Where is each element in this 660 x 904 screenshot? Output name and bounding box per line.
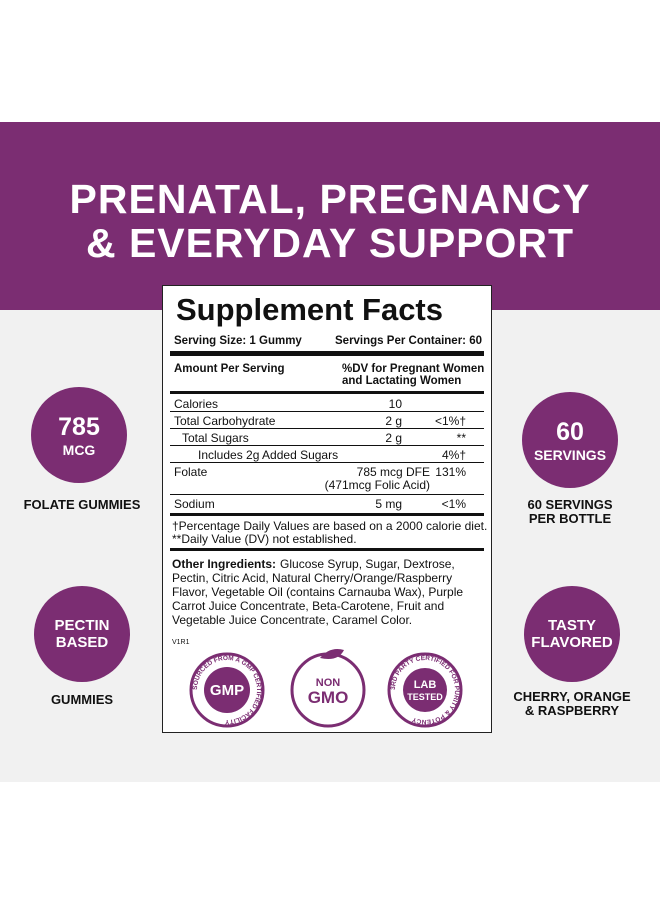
badge-text: 785: [58, 412, 100, 441]
seals: SOURCED FROM A GMP CERTIFIED FACILITY GM…: [189, 649, 463, 728]
seal-text: GMO: [308, 688, 349, 707]
nutrient-name: Calories: [174, 397, 219, 411]
feature-caption: CHERRY, ORANGE & RASPBERRY: [492, 690, 652, 718]
header-band: [0, 122, 660, 310]
nutrient-dv: 4%†: [441, 448, 466, 462]
rule: [170, 351, 484, 356]
nutrient-dv: 131%: [435, 465, 466, 479]
rule: [170, 445, 484, 446]
nutrient-name: Total Sugars: [182, 431, 249, 445]
caption-line: CHERRY, ORANGE: [513, 689, 631, 704]
rule: [170, 548, 484, 551]
rule: [170, 391, 484, 394]
version-code: V1R1: [172, 639, 190, 646]
serving-size: Serving Size: 1 Gummy: [174, 335, 302, 347]
other-ingredients-text: Glucose Syrup, Sugar, Dextrose, Pectin, …: [172, 557, 464, 627]
rule: [170, 428, 484, 429]
nutrient-amount: (471mcg Folic Acid): [324, 478, 430, 492]
dv-header: %DV for Pregnant Women: [342, 363, 485, 375]
headline: PRENATAL, PREGNANCY: [69, 176, 591, 222]
dv-header: and Lactating Women: [342, 375, 462, 387]
rule: [170, 462, 484, 463]
badge-text: FLAVORED: [531, 634, 613, 651]
nutrient-amount: 10: [388, 397, 402, 411]
feature-caption: GUMMIES: [50, 692, 114, 707]
rule: [170, 411, 484, 412]
seal-center: [403, 668, 447, 712]
feature-badge: TASTY FLAVORED: [524, 586, 620, 682]
nutrient-amount: 5 mg: [375, 497, 402, 511]
seal-text: TESTED: [407, 692, 443, 702]
nutrient-amount: 2 g: [385, 431, 402, 445]
feature-badge: 785 MCG: [31, 387, 127, 483]
nutrient-amount: 2 g: [385, 414, 402, 428]
caption-line: PER BOTTLE: [528, 511, 612, 526]
caption-line: & RASPBERRY: [524, 703, 620, 718]
rule: [170, 494, 484, 495]
feature-badge: PECTIN BASED: [34, 586, 130, 682]
nutrient-dv: <1%†: [434, 414, 466, 428]
caption-line: 60 SERVINGS: [527, 497, 613, 512]
amount-header: Amount Per Serving: [174, 363, 285, 375]
rule: [170, 513, 484, 516]
leaf-icon: [320, 649, 344, 659]
badge-text: MCG: [62, 441, 96, 458]
feature-badge: 60 SERVINGS: [522, 392, 618, 488]
footnote: †Percentage Daily Values are based on a …: [172, 519, 488, 533]
badge-text: PECTIN: [54, 617, 110, 634]
nutrient-amount: 785 mcg DFE: [356, 465, 430, 479]
badge-text: SERVINGS: [533, 446, 607, 463]
headline: & EVERYDAY SUPPORT: [85, 220, 575, 266]
badge-text: BASED: [55, 634, 109, 651]
footnote: **Daily Value (DV) not established.: [172, 532, 357, 546]
seal-text: LAB: [414, 679, 437, 691]
feature-caption: 60 SERVINGS PER BOTTLE: [490, 498, 650, 526]
badge-text: 60: [556, 417, 584, 446]
nutrient-dv: **: [456, 431, 466, 445]
seal-center: [204, 667, 250, 713]
badge-text: TASTY: [547, 617, 597, 634]
servings-per-container: Servings Per Container: 60: [335, 335, 482, 347]
nutrient-name: Includes 2g Added Sugars: [198, 448, 339, 462]
nutrient-name: Folate: [174, 465, 208, 479]
seal-text: NON: [316, 677, 341, 689]
feature-caption: FOLATE GUMMIES: [23, 497, 141, 512]
nutrient-dv: <1%: [441, 497, 466, 511]
nutrient-name: Total Carbohydrate: [174, 414, 276, 428]
seal-text: GMP: [210, 682, 244, 699]
facts-title: Supplement Facts: [176, 292, 443, 327]
nutrient-name: Sodium: [174, 497, 215, 511]
other-ingredients: Other Ingredients: Glucose Syrup, Sugar, …: [172, 557, 482, 627]
other-ingredients-label: Other Ingredients:: [172, 557, 277, 571]
